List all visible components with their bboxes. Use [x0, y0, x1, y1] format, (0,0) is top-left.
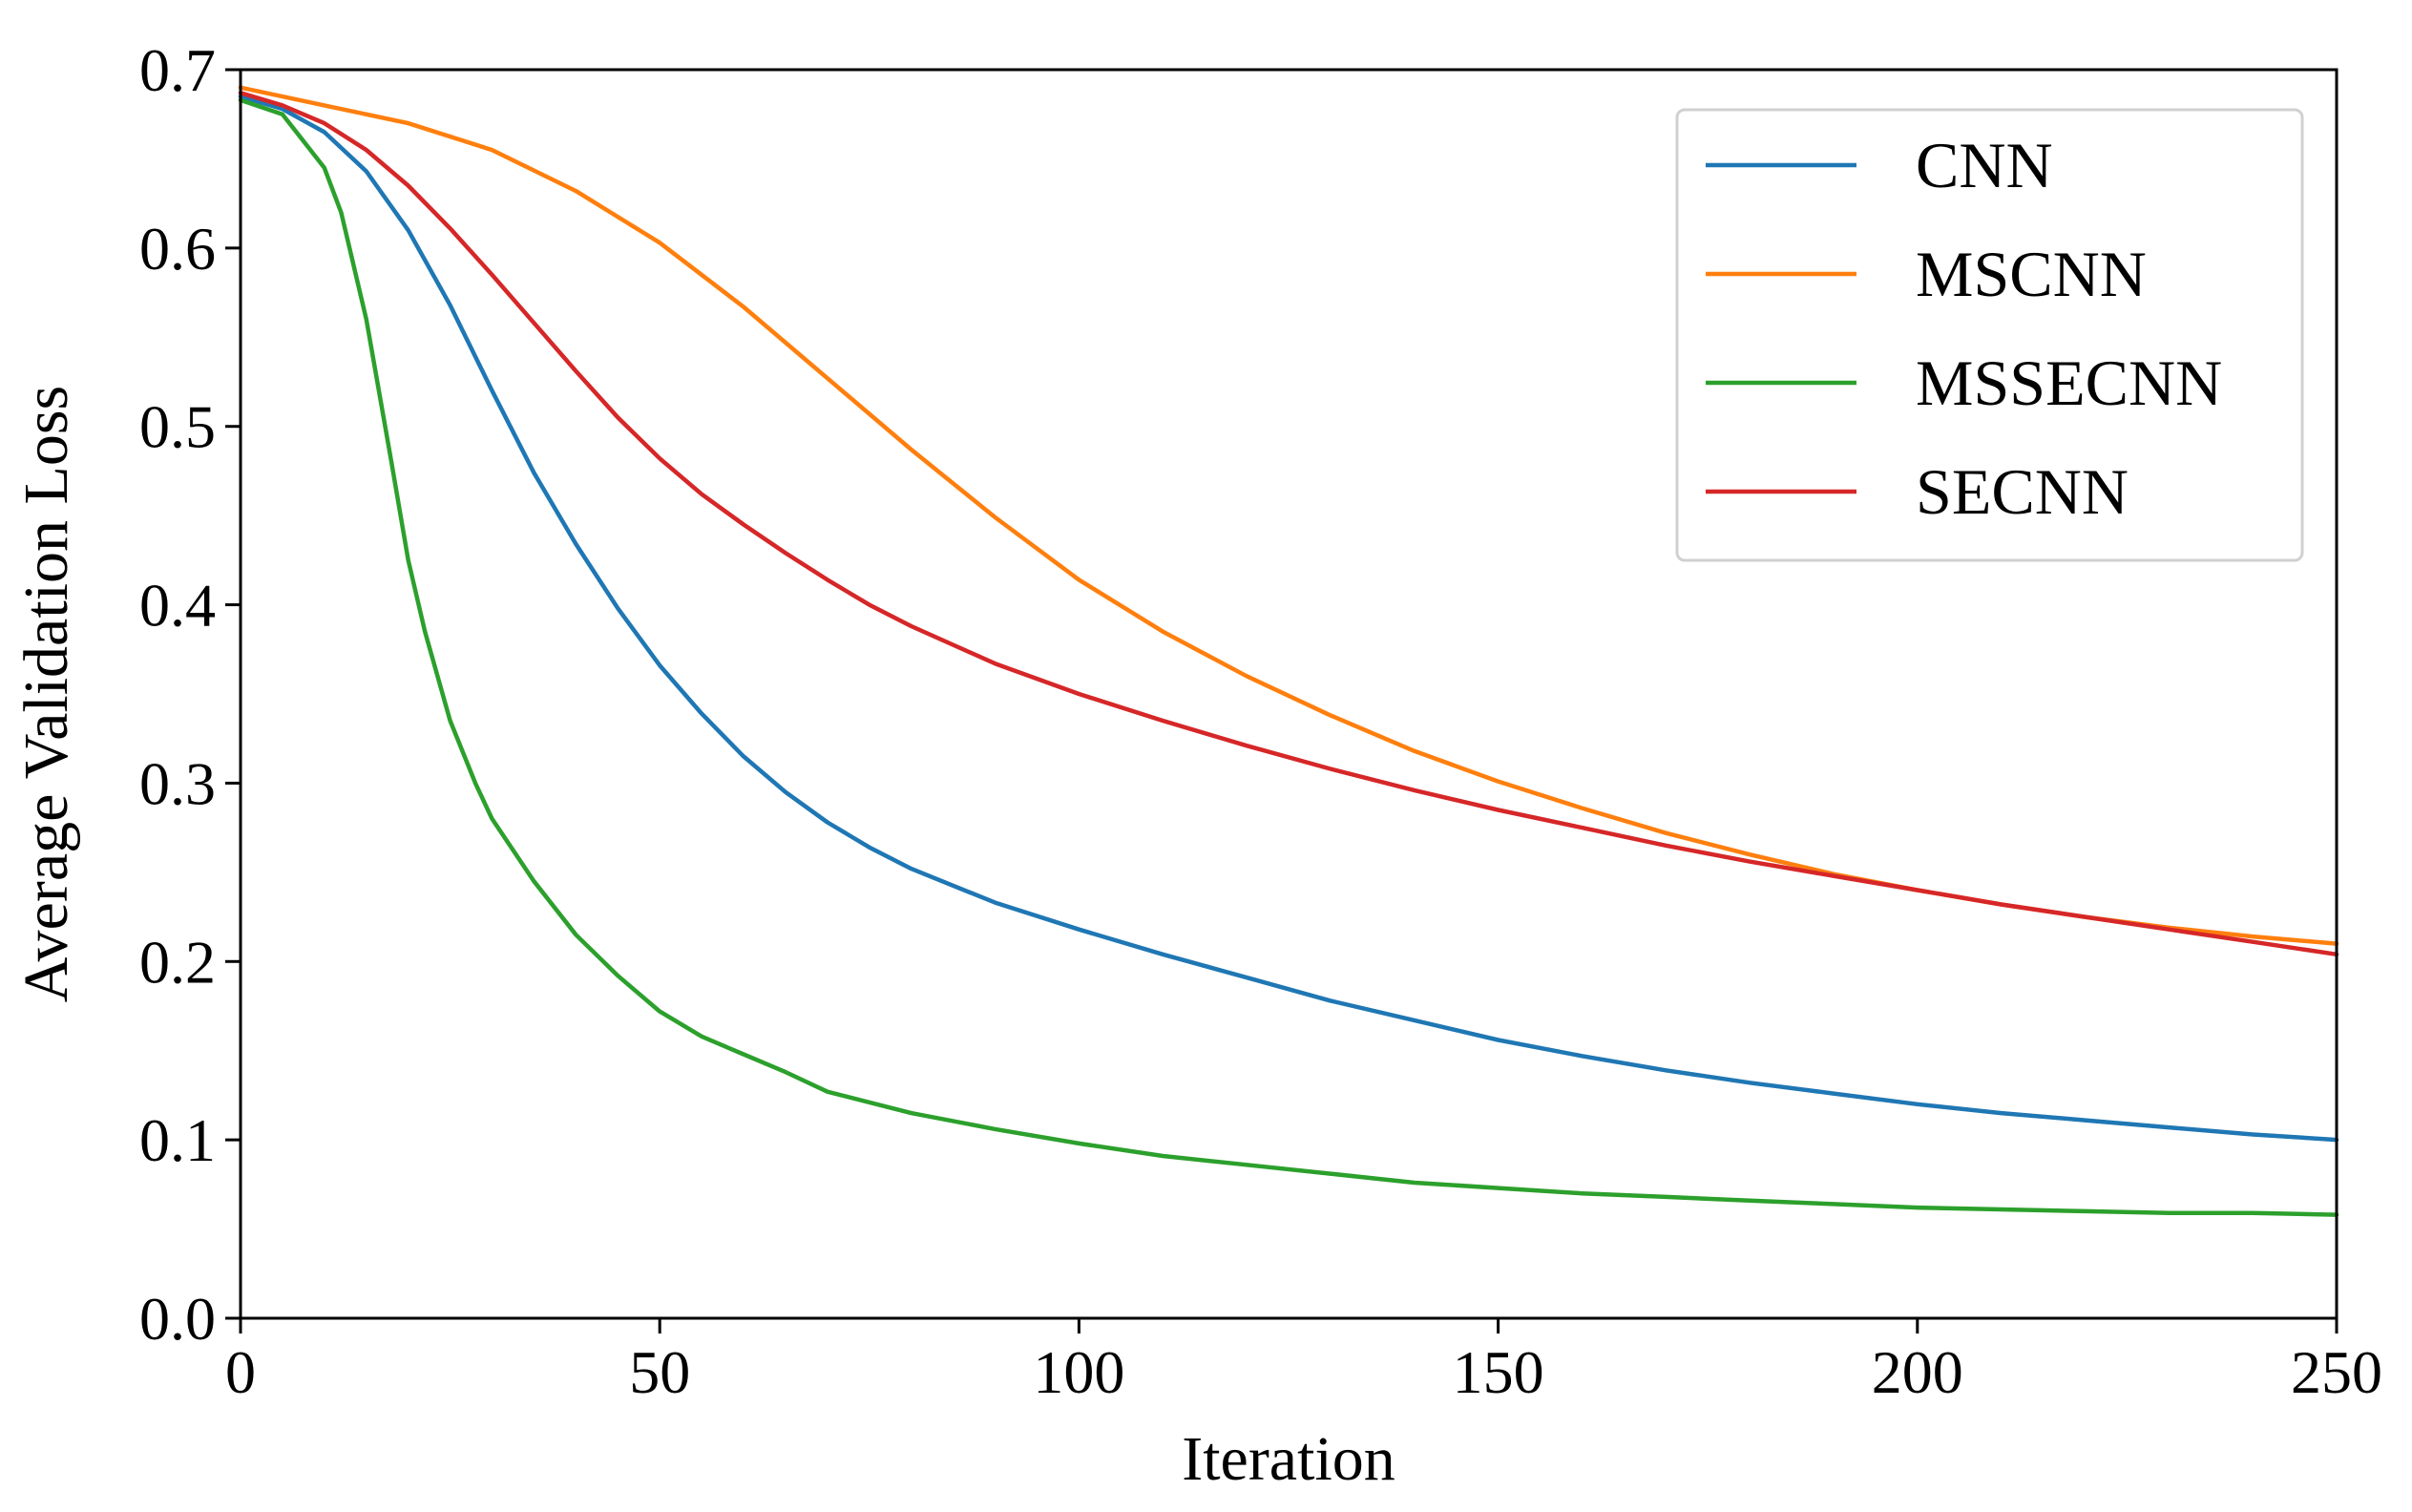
legend-items: CNN MSCNN MSSECNN SECNN: [1706, 129, 2222, 528]
y-tick-label: 0.3: [139, 749, 216, 817]
series-line-cnn: [238, 94, 2339, 1143]
plot-lines: [238, 85, 2339, 1217]
y-tick-label: 0.1: [139, 1106, 216, 1174]
axes-ticks: 0 50 100 150 200 250 0.0 0.1 0.2 0.3 0.4 0.5 0.6 0.7: [139, 36, 2382, 1406]
legend-label-mssecnn: MSSECNN: [1916, 346, 2222, 419]
y-tick-label: 0.5: [139, 393, 216, 461]
series-line-secnn: [238, 91, 2339, 957]
x-tick-label: 250: [2291, 1338, 2382, 1406]
y-tick-label: 0.6: [139, 215, 216, 283]
x-tick-label: 100: [1033, 1338, 1124, 1406]
y-tick-label: 0.4: [139, 572, 216, 640]
y-tick-label: 0.2: [139, 928, 216, 996]
legend: CNN MSCNN MSSECNN SECNN: [1675, 108, 2304, 562]
x-tick-label: 50: [629, 1338, 690, 1406]
y-tick-label: 0.7: [139, 36, 216, 104]
legend-label-mscnn: MSCNN: [1916, 238, 2147, 310]
legend-box: [1675, 108, 2304, 562]
x-tick-label: 0: [225, 1338, 256, 1406]
x-axis-label: Iteration: [1182, 1424, 1395, 1494]
x-tick-label: 150: [1453, 1338, 1544, 1406]
x-tick-label: 200: [1872, 1338, 1963, 1406]
legend-label-cnn: CNN: [1916, 129, 2053, 201]
legend-label-secnn: SECNN: [1916, 455, 2129, 528]
plot-frame: [239, 68, 2339, 1320]
series-line-mssecnn: [238, 97, 2339, 1217]
y-tick-label: 0.0: [139, 1285, 216, 1353]
y-axis-label: Average Validation Loss: [11, 386, 81, 1002]
